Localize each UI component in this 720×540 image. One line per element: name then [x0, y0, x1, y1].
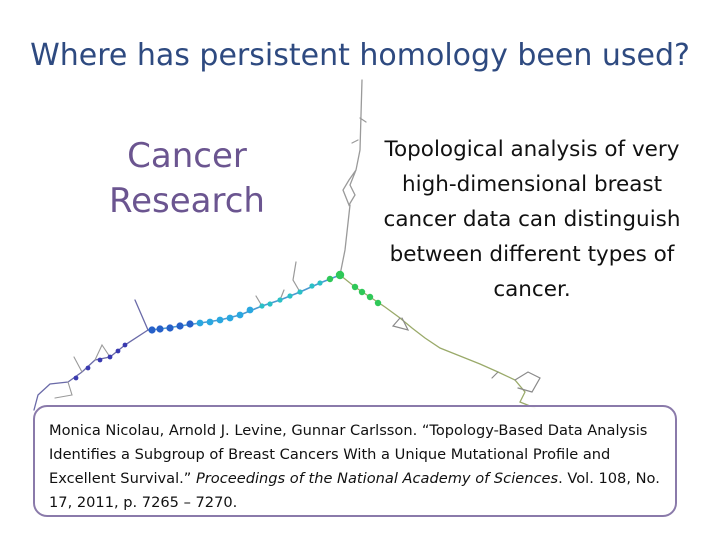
- citation-box: Monica Nicolau, Arnold J. Levine, Gunnar…: [33, 405, 677, 517]
- network-node: [358, 288, 366, 296]
- topic-heading: Cancer Research: [92, 134, 282, 224]
- network-node: [246, 306, 254, 314]
- network-node: [122, 342, 128, 348]
- network-edge: [54, 343, 111, 399]
- network-node: [267, 301, 273, 307]
- network-node: [326, 275, 334, 283]
- network-node: [277, 297, 283, 303]
- network-node: [287, 293, 293, 299]
- network-node: [335, 270, 345, 280]
- network-edge: [391, 317, 541, 393]
- network-edge: [33, 299, 149, 411]
- network-edge: [147, 274, 341, 331]
- network-node: [259, 303, 265, 309]
- network-node: [196, 319, 204, 327]
- topic-line-1: Cancer: [127, 136, 247, 176]
- network-edge: [351, 117, 367, 144]
- network-node: [297, 289, 303, 295]
- network-node: [374, 299, 382, 307]
- network-node: [351, 283, 359, 291]
- citation-authors: Monica Nicolau, Arnold J. Levine, Gunnar…: [49, 422, 422, 439]
- citation-article-title: “Topology-Based Data Analysis Identifies…: [49, 422, 648, 487]
- network-edge: [339, 274, 536, 409]
- network-node: [115, 348, 121, 354]
- network-edge: [339, 79, 363, 276]
- network-node: [236, 311, 244, 319]
- network-node: [317, 280, 323, 286]
- network-node: [206, 318, 214, 326]
- network-node: [216, 316, 224, 324]
- citation-journal: Proceedings of the National Academy of S…: [195, 470, 559, 487]
- topic-line-2: Research: [109, 181, 265, 221]
- network-node: [97, 357, 103, 363]
- citation-details: . Vol. 108, No. 17, 2011, p. 7265 – 7270…: [49, 470, 660, 511]
- network-node: [166, 324, 174, 332]
- network-node: [85, 365, 91, 371]
- network-node: [156, 325, 164, 333]
- network-node: [226, 314, 234, 322]
- network-node: [309, 283, 315, 289]
- description-text: Topological analysis of very high-dimens…: [383, 137, 681, 302]
- network-node: [73, 375, 79, 381]
- network-node: [107, 354, 113, 360]
- network-node: [176, 322, 184, 330]
- network-node: [366, 293, 374, 301]
- network-node: [186, 320, 194, 328]
- network-node: [148, 326, 156, 334]
- slide-title: Where has persistent homology been used?: [30, 38, 690, 73]
